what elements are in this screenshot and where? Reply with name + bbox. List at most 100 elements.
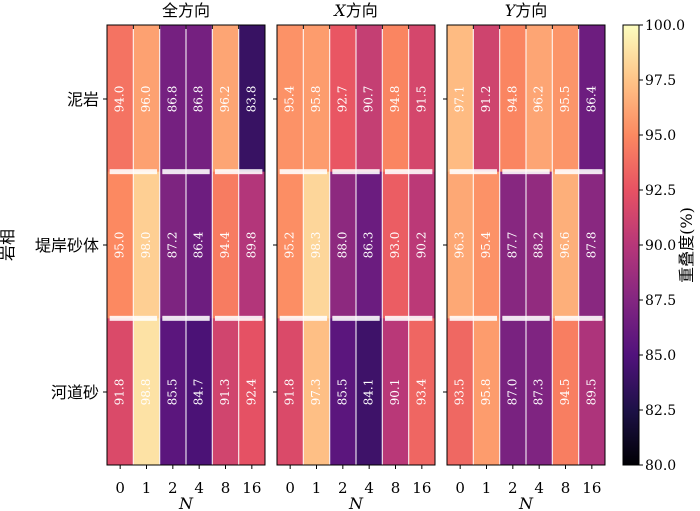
cell-value-label: 85.5 [335, 379, 349, 406]
cell-value-label: 90.7 [362, 86, 376, 113]
heatmap-cell [133, 171, 161, 319]
colorbar-label: 重叠度(%) [677, 207, 696, 283]
heatmap-cell [329, 25, 357, 173]
heatmap-cell [212, 318, 240, 466]
heatmap-cell [238, 318, 266, 466]
heatmap-cell [499, 171, 527, 319]
heatmap-cell [159, 25, 187, 173]
cell-value-label: 88.2 [532, 232, 546, 259]
x-tick-label: 1 [142, 479, 152, 497]
heatmap-cell [356, 318, 383, 466]
x-tick-label: 1 [312, 479, 322, 497]
heatmap-cell [473, 25, 501, 173]
heatmap-cell [186, 318, 213, 466]
cell-value-label: 94.0 [113, 86, 127, 113]
heatmap-cell [133, 318, 161, 466]
cell-value-label: 91.8 [113, 379, 127, 406]
colorbar-tick-label: 100.0 [645, 18, 685, 34]
y-axis-title: 岩相 [0, 229, 17, 261]
x-axis-title: N [348, 494, 364, 511]
colorbar-tick-label: 80.0 [645, 458, 676, 474]
x-axis-title: N [518, 494, 534, 511]
row-label: 堤岸砂体 [35, 236, 99, 255]
heatmap-cell [133, 25, 161, 173]
x-tick-label: 2 [168, 479, 178, 497]
colorbar-tick-label: 82.5 [645, 403, 676, 419]
x-tick-label: 8 [221, 479, 231, 497]
heatmap-cell [303, 318, 331, 466]
colorbar: 80.0 82.5 85.0 87.5 90.0 92.5 95.0 97.5 100.0 重叠… [622, 18, 696, 474]
heatmap-cell [277, 318, 304, 466]
colorbar-tick-label: 87.5 [645, 293, 676, 309]
x-tick-label: 0 [115, 479, 125, 497]
heatmap-cell [552, 318, 580, 466]
cell-value-label: 84.7 [192, 379, 206, 406]
cell-value-label: 95.0 [113, 232, 127, 259]
cell-value-label: 93.5 [453, 379, 467, 406]
heatmap-panel-2: 97.1 91.2 94.8 96.2 95.5 86.4 96.3 95.4 87.7 88.2… [443, 1, 606, 511]
x-tick-label: 4 [534, 479, 544, 497]
x-tick-label: 0 [455, 479, 465, 497]
cell-value-label: 87.2 [165, 232, 179, 259]
x-tick-label: 16 [412, 479, 431, 497]
x-tick-label: 4 [194, 479, 204, 497]
cell-value-label: 91.8 [283, 379, 297, 406]
heatmap-cell [303, 25, 331, 173]
cell-value-label: 94.8 [505, 86, 519, 113]
cell-value-label: 91.3 [218, 379, 232, 406]
row-label: 河道砂 [51, 383, 99, 402]
heatmap-panel-1: 95.4 95.8 92.7 90.7 94.8 91.5 95.2 98.3 88.0 86.3… [273, 1, 436, 511]
cell-value-label: 97.3 [309, 379, 323, 406]
cell-value-label: 92.7 [335, 86, 349, 113]
panel-title: Y方向 [505, 1, 548, 20]
heatmap-cell [238, 25, 266, 173]
colorbar-tick-label: 92.5 [645, 183, 676, 199]
x-tick-label: 1 [482, 479, 492, 497]
heatmap-cell [382, 25, 410, 173]
cell-value-label: 87.7 [505, 232, 519, 259]
x-tick-label: 16 [582, 479, 601, 497]
heatmap-cell [159, 171, 187, 319]
heatmap-cell [499, 25, 527, 173]
colorbar-tick-label: 90.0 [645, 238, 676, 254]
heatmap-cell [303, 171, 331, 319]
heatmap-cell [526, 318, 553, 466]
colorbar-tick-label: 95.0 [645, 128, 676, 144]
x-tick-label: 2 [338, 479, 348, 497]
cell-value-label: 96.2 [218, 86, 232, 113]
heatmap-cell [447, 25, 474, 173]
cell-value-label: 86.8 [192, 86, 206, 113]
x-axis-title: N [178, 494, 194, 511]
panel-title: 全方向 [162, 1, 210, 20]
heatmap-cell [473, 318, 501, 466]
heatmap-cell [578, 318, 606, 466]
cell-value-label: 92.4 [244, 378, 258, 405]
heatmap-cell [277, 171, 304, 319]
cell-value-label: 95.4 [283, 85, 297, 112]
panel-title: X方向 [332, 1, 377, 20]
heatmap-cell [552, 25, 580, 173]
cell-value-label: 95.5 [558, 86, 572, 113]
heatmap-cell [356, 25, 383, 173]
heatmap-cell [212, 25, 240, 173]
cell-value-label: 85.5 [165, 379, 179, 406]
cell-value-label: 83.8 [244, 86, 258, 113]
heatmap-cell [159, 318, 187, 466]
cell-value-label: 91.2 [479, 86, 493, 113]
cell-value-label: 96.6 [558, 232, 572, 259]
cell-value-label: 94.4 [218, 231, 232, 258]
heatmap-cell [107, 318, 134, 466]
heatmap-cell [107, 25, 134, 173]
heatmap-cell [186, 171, 213, 319]
cell-value-label: 87.3 [532, 379, 546, 406]
cell-value-label: 94.8 [388, 86, 402, 113]
heatmap-cell [526, 171, 553, 319]
x-tick-label: 16 [242, 479, 261, 497]
cell-value-label: 98.0 [139, 232, 153, 259]
heatmap-cell [329, 318, 357, 466]
cell-value-label: 86.3 [362, 232, 376, 259]
heatmap-cell [238, 171, 266, 319]
heatmap-cell [382, 171, 410, 319]
cell-value-label: 95.8 [309, 86, 323, 113]
